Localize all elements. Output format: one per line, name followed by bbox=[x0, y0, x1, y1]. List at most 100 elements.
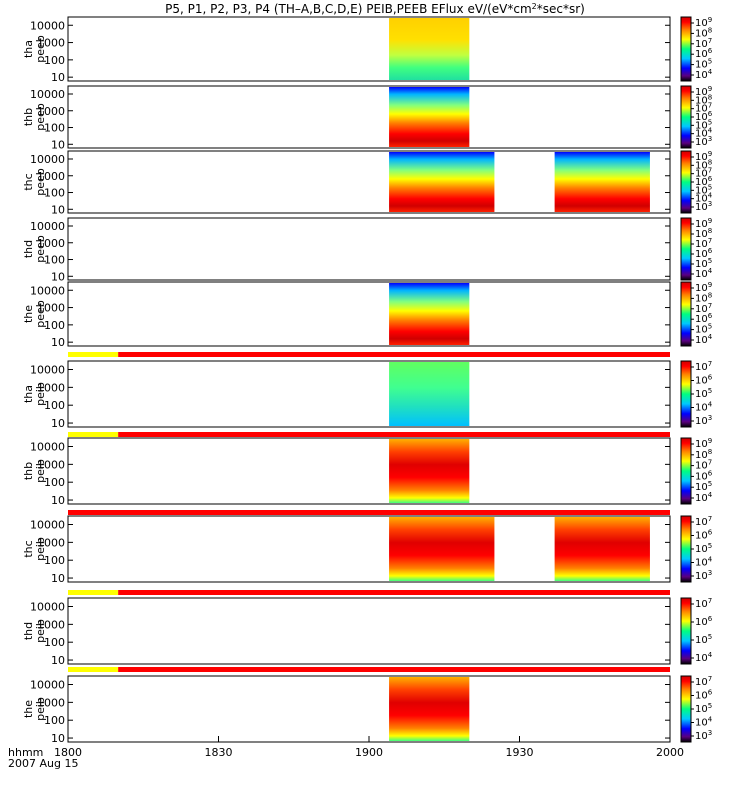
colorbar-tick-label: 107 bbox=[695, 37, 712, 50]
y-tick-label: 1000 bbox=[37, 458, 65, 471]
colorbar-tick-label: 105 bbox=[695, 323, 712, 336]
colorbar-tick-label: 107 bbox=[695, 167, 712, 180]
flag-red bbox=[118, 667, 670, 672]
colorbar-tick-label: 104 bbox=[695, 333, 713, 346]
panel-frame bbox=[67, 85, 671, 149]
colorbar-tick-label: 107 bbox=[695, 360, 712, 373]
colorbar-tick-label: 104 bbox=[695, 401, 713, 414]
spectrogram-block-1 bbox=[389, 517, 495, 581]
colorbar-tick-label: 103 bbox=[695, 200, 712, 213]
spectrogram-block-2 bbox=[554, 152, 650, 212]
colorbar-tick-label: 105 bbox=[695, 542, 712, 555]
y-tick-label: 100 bbox=[44, 399, 65, 412]
panel-frame bbox=[67, 437, 671, 505]
colorbar-tick-label: 104 bbox=[695, 651, 713, 664]
y-tick-label: 10000 bbox=[30, 88, 65, 101]
colorbar-scale bbox=[680, 360, 692, 428]
panel-y-label: thepeib bbox=[22, 697, 47, 721]
colorbar-tick-label: 108 bbox=[695, 291, 712, 304]
panel-y-label: thdpeeb bbox=[22, 235, 47, 263]
flag-yellow bbox=[68, 352, 119, 357]
colorbar-tick-label: 106 bbox=[695, 247, 713, 260]
panel-y-label: thbpeib bbox=[22, 459, 47, 483]
y-tick-label: 10 bbox=[51, 654, 65, 667]
y-tick-label: 10 bbox=[51, 203, 65, 216]
colorbar-tick-label: 109 bbox=[695, 85, 712, 98]
colorbar-tick-label: 108 bbox=[695, 93, 712, 106]
colorbar-scale bbox=[680, 515, 692, 583]
y-tick-label: 10 bbox=[51, 494, 65, 507]
colorbar-tick-label: 106 bbox=[695, 374, 713, 387]
panel-frame bbox=[67, 597, 671, 665]
spectrogram-block-1 bbox=[389, 677, 470, 741]
y-tick-label: 1000 bbox=[37, 170, 65, 183]
y-tick-label: 1000 bbox=[37, 536, 65, 549]
panel-thd-peib: thdpeib 10 100 1000 10000 104 105 106 107 bbox=[22, 597, 713, 667]
y-tick-label: 10000 bbox=[30, 153, 65, 166]
colorbar-tick-label: 104 bbox=[695, 127, 713, 140]
x-tick-label: 1830 bbox=[205, 746, 233, 759]
colorbar-scale bbox=[680, 217, 692, 281]
colorbar-tick-label: 106 bbox=[695, 469, 713, 482]
panel-frame bbox=[67, 675, 671, 743]
y-tick-label: 100 bbox=[44, 636, 65, 649]
panel-frame bbox=[67, 360, 671, 428]
panel-y-label: thapeeb bbox=[22, 35, 47, 63]
colorbar-tick-label: 103 bbox=[695, 135, 712, 148]
colorbar-tick-label: 108 bbox=[695, 26, 712, 39]
y-tick-label: 100 bbox=[44, 554, 65, 567]
colorbar-tick-label: 105 bbox=[695, 118, 712, 131]
panel-frame bbox=[67, 217, 671, 281]
colorbar-tick-label: 108 bbox=[695, 158, 712, 171]
x-tick-label: 2000 bbox=[656, 746, 684, 759]
colorbar-tick-label: 109 bbox=[695, 217, 712, 230]
quality-flag-bar bbox=[68, 667, 670, 672]
colorbar-tick-label: 108 bbox=[695, 448, 712, 461]
colorbar-tick-label: 107 bbox=[695, 237, 712, 250]
y-tick-label: 10000 bbox=[30, 220, 65, 233]
colorbar-tick-label: 103 bbox=[695, 569, 712, 582]
colorbar-tick-label: 104 bbox=[695, 716, 713, 729]
flag-yellow bbox=[68, 590, 119, 595]
panel-thb-peeb: thbpeeb 10 100 1000 10000 1031041051061071081… bbox=[22, 85, 713, 151]
y-tick-label: 10 bbox=[51, 270, 65, 283]
y-tick-label: 10000 bbox=[30, 601, 65, 614]
y-tick-label: 100 bbox=[44, 476, 65, 489]
quality-flag-bar bbox=[68, 432, 670, 437]
y-tick-label: 1000 bbox=[37, 37, 65, 50]
y-tick-label: 100 bbox=[44, 714, 65, 727]
y-tick-label: 10 bbox=[51, 138, 65, 151]
panel-y-label: thapeib bbox=[22, 382, 47, 406]
panel-y-label: thepeeb bbox=[22, 300, 47, 328]
y-tick-label: 10 bbox=[51, 417, 65, 430]
y-tick-label: 10 bbox=[51, 572, 65, 585]
colorbar-tick-label: 104 bbox=[695, 556, 713, 569]
spectrogram-block-1 bbox=[389, 439, 470, 503]
y-tick-label: 10000 bbox=[30, 19, 65, 32]
x-tick-label: 1900 bbox=[355, 746, 383, 759]
colorbar-tick-label: 105 bbox=[695, 58, 712, 71]
colorbar-tick-label: 109 bbox=[695, 281, 712, 294]
colorbar-tick-label: 106 bbox=[695, 615, 713, 628]
y-tick-label: 10 bbox=[51, 71, 65, 84]
x-axis-label: hhmm bbox=[8, 746, 43, 759]
y-tick-label: 10000 bbox=[30, 284, 65, 297]
y-tick-label: 1000 bbox=[37, 618, 65, 631]
colorbar-tick-label: 107 bbox=[695, 102, 712, 115]
colorbar-tick-label: 105 bbox=[695, 387, 712, 400]
colorbar-scale bbox=[680, 150, 692, 214]
